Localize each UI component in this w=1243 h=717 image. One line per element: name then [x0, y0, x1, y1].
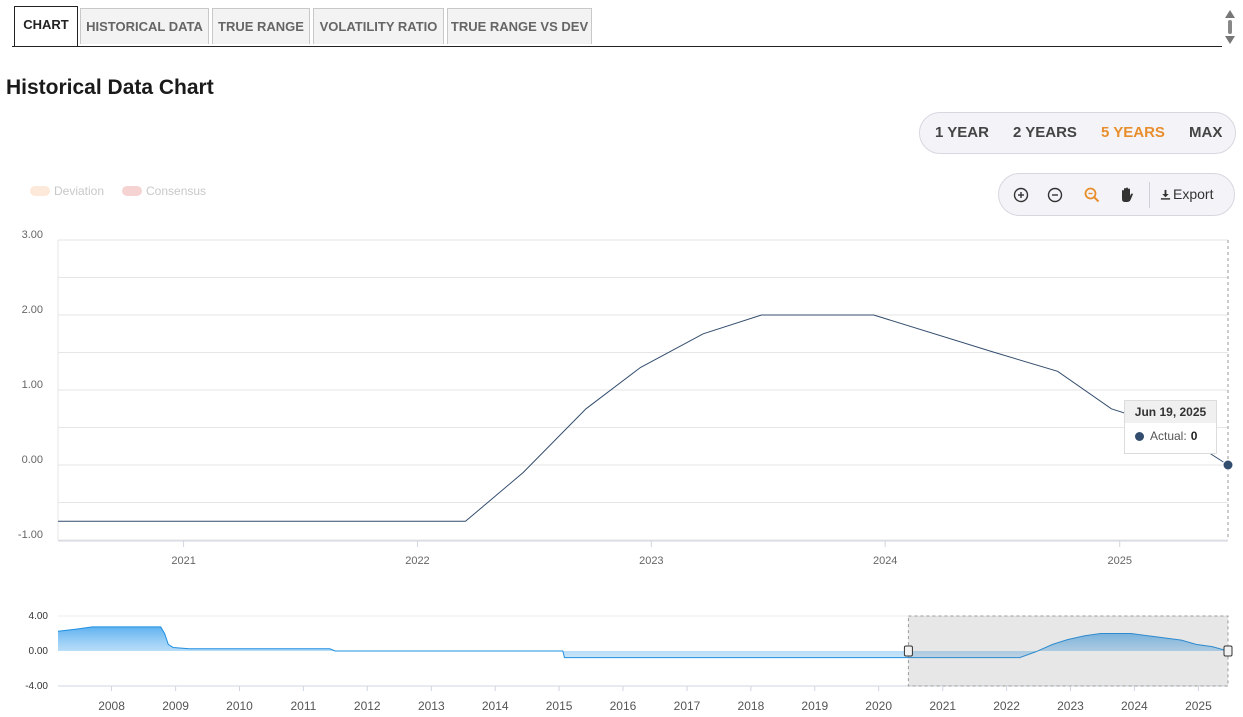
range-max-button[interactable]: MAX [1189, 124, 1223, 141]
range-1-year-button[interactable]: 1 YEAR [935, 124, 989, 141]
x-tick-label: 2025 [1107, 555, 1131, 567]
navigator-chart[interactable]: 4.00 0.00 -4.00 2008 2009 2010 2011 2012 2013 201… [0, 600, 1243, 717]
tab-true-range-vs-dev[interactable]: TRUE RANGE VS DEV [447, 8, 592, 44]
nav-x-tick-label: 2010 [226, 699, 253, 713]
data-point[interactable] [637, 365, 643, 371]
zoom-out-icon[interactable] [1045, 185, 1065, 205]
scroll-up-icon[interactable] [1225, 10, 1235, 18]
legend-item-consensus[interactable]: Consensus [122, 184, 206, 198]
data-point[interactable] [1108, 406, 1114, 412]
tooltip-date: Jun 19, 2025 [1125, 401, 1216, 423]
magnifier-icon[interactable] [1082, 185, 1102, 205]
chart-toolbar: Export [998, 173, 1235, 216]
nav-handle[interactable] [1223, 645, 1233, 657]
nav-y-tick-label: 4.00 [29, 611, 49, 622]
nav-x-tick-label: 2022 [993, 699, 1020, 713]
nav-x-tick-label: 2012 [354, 699, 381, 713]
hover-marker[interactable] [1222, 459, 1234, 471]
data-point[interactable] [520, 470, 526, 476]
tab-historical-data[interactable]: HISTORICAL DATA [80, 8, 209, 44]
series-line[interactable] [58, 314, 1229, 522]
tab-volatility-ratio[interactable]: VOLATILITY RATIO [313, 8, 444, 44]
tooltip-value: 0 [1190, 429, 1198, 443]
nav-x-tick-label: 2013 [418, 699, 445, 713]
tooltip-row: Actual: 0 [1125, 423, 1216, 443]
nav-y-tick-label: 0.00 [29, 646, 49, 657]
tab-true-range[interactable]: TRUE RANGE [212, 8, 310, 44]
nav-handle[interactable] [903, 645, 913, 657]
range-selector: 1 YEAR 2 YEARS 5 YEARS MAX [919, 112, 1236, 154]
data-point[interactable] [583, 406, 589, 412]
tab-bar: CHART HISTORICAL DATA TRUE RANGE VOLATIL… [12, 6, 1222, 47]
data-point[interactable] [463, 518, 469, 524]
y-tick-label: 2.00 [22, 304, 43, 316]
range-2-years-button[interactable]: 2 YEARS [1013, 124, 1077, 141]
nav-x-tick-label: 2018 [738, 699, 765, 713]
zoom-in-icon[interactable] [1011, 185, 1031, 205]
nav-x-tick-label: 2023 [1057, 699, 1084, 713]
y-tick-label: -1.00 [18, 529, 43, 541]
data-point[interactable] [871, 312, 877, 318]
range-5-years-button[interactable]: 5 YEARS [1101, 124, 1165, 141]
nav-x-tick-label: 2020 [865, 699, 892, 713]
nav-x-tick-label: 2025 [1185, 699, 1212, 713]
nav-x-tick-label: 2011 [290, 699, 316, 713]
download-icon [1160, 189, 1171, 200]
scroll-down-icon[interactable] [1225, 36, 1235, 44]
tab-scroll-control[interactable] [1223, 8, 1237, 44]
x-tick-label: 2022 [405, 555, 429, 567]
nav-x-tick-label: 2024 [1121, 699, 1148, 713]
x-tick-label: 2023 [639, 555, 663, 567]
main-line-chart[interactable]: 3.00 2.00 1.00 0.00 -1.00 2021 2022 2023 2024 202… [0, 225, 1243, 580]
data-point[interactable] [700, 331, 706, 337]
nav-x-tick-label: 2017 [674, 699, 701, 713]
export-label: Export [1173, 186, 1214, 202]
legend-label: Deviation [54, 184, 105, 198]
data-point[interactable] [55, 518, 61, 524]
y-tick-label: 0.00 [22, 454, 43, 466]
legend-label: Consensus [146, 184, 207, 198]
nav-x-tick-label: 2019 [801, 699, 828, 713]
toggle-icon [30, 186, 50, 196]
data-point[interactable] [759, 312, 765, 318]
series-dot-icon [1135, 432, 1144, 441]
y-tick-label: 1.00 [22, 379, 43, 391]
nav-y-tick-label: -4.00 [25, 681, 48, 692]
nav-x-tick-label: 2016 [610, 699, 637, 713]
nav-selection-window[interactable] [907, 615, 1229, 687]
tab-chart[interactable]: CHART [14, 6, 78, 46]
scroll-bar-icon [1228, 20, 1232, 34]
nav-x-tick-label: 2021 [929, 699, 956, 713]
nav-x-tick-label: 2014 [482, 699, 509, 713]
nav-line [57, 626, 1229, 659]
tooltip-series-label: Actual: [1150, 429, 1187, 443]
data-point[interactable] [992, 350, 998, 356]
data-point[interactable] [1055, 368, 1061, 374]
export-button[interactable]: Export [1160, 186, 1213, 202]
chart-tooltip: Jun 19, 2025 Actual: 0 [1124, 400, 1217, 454]
nav-x-tick-label: 2008 [98, 699, 125, 713]
page-title: Historical Data Chart [6, 76, 214, 99]
x-tick-label: 2024 [873, 555, 897, 567]
y-tick-label: 3.00 [22, 229, 43, 241]
nav-x-tick-label: 2015 [546, 699, 573, 713]
legend-item-deviation[interactable]: Deviation [30, 184, 104, 198]
pan-hand-icon[interactable] [1117, 185, 1137, 205]
toolbar-divider [1149, 182, 1150, 208]
toggle-icon [122, 186, 142, 196]
x-tick-label: 2021 [171, 555, 195, 567]
nav-x-tick-label: 2009 [162, 699, 189, 713]
nav-area [58, 626, 1228, 658]
